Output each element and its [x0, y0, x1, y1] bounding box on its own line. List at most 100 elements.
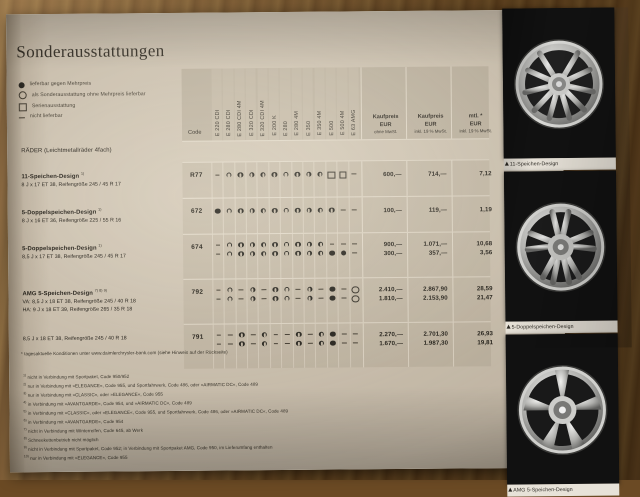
availability-cell: [281, 242, 291, 249]
price-cell: 600,—: [364, 171, 402, 178]
price-header-line-l3: inkl. 19 % MwSt.: [453, 129, 498, 136]
footnote-number: 5): [23, 409, 26, 413]
11-spoke-wheel-icon: [502, 7, 616, 158]
mark-dsh-icon: [318, 287, 323, 292]
availability-cell: [236, 208, 246, 215]
footnote-number: 6): [24, 418, 27, 422]
triangle-marker-icon: [505, 162, 509, 166]
model-column-separator: [326, 234, 327, 278]
mark-dsh-icon: [340, 207, 345, 212]
row-code: 791: [184, 334, 212, 341]
mark-c2-icon: [272, 242, 277, 247]
footnote-number: 9): [24, 445, 27, 449]
table-row: AMG 5-Speichen-Design 7) 8) 9)VA: 8,5 J …: [183, 276, 490, 324]
availability-cell: [316, 242, 326, 249]
mark-dsh-icon: [342, 331, 347, 336]
price-column-separator: [361, 161, 362, 196]
price-column-separator: [406, 161, 407, 196]
availability-cell: [328, 341, 338, 348]
legend-label: nicht lieferbar: [30, 114, 63, 120]
table-group-header-row: RÄDER (Leichtmetallräder 4fach): [182, 138, 489, 162]
mark-c2-icon: [250, 251, 255, 256]
price-header-line-l3: ohne MwSt.: [363, 129, 408, 136]
model-column-separator: [247, 324, 248, 368]
availability-cell: [259, 242, 269, 249]
mark-dsh-icon: [296, 287, 301, 292]
availability-cell: [282, 332, 292, 339]
mark-c2-icon: [239, 332, 244, 337]
row-name-text: 5-Doppelspeichen-Design: [22, 246, 97, 253]
availability-cell: [213, 288, 223, 295]
mark-c2-icon: [284, 242, 289, 247]
price-cell: 357,—: [409, 250, 447, 257]
availability-cell: [270, 296, 280, 303]
availability-cell: [293, 208, 303, 215]
model-column-separator: [235, 279, 236, 323]
availability-cell: [327, 251, 337, 258]
mark-sq-icon: [328, 172, 335, 179]
model-column-separator: [337, 234, 338, 278]
availability-cell: [259, 341, 269, 348]
availability-cell: [294, 341, 304, 348]
price-column-separator: [408, 278, 409, 322]
availability-cell: [213, 252, 223, 259]
availability-cell: [349, 171, 359, 178]
model-column-separator: [270, 324, 271, 368]
model-column-header-5: E 200 K: [271, 115, 277, 136]
price-column-separator: [452, 233, 453, 277]
mark-c2-icon: [227, 296, 232, 301]
table-row: 8,5 J x 18 ET 38, Reifengröße 245 / 40 R…: [184, 321, 491, 369]
photo-caption-2: 5-Doppelspeichen-Design: [506, 320, 618, 333]
availability-cell: [236, 242, 246, 249]
price-cell: 21,47: [455, 294, 493, 301]
mark-c2-icon: [226, 172, 231, 177]
availability-cell: [213, 243, 223, 250]
availability-cell: [236, 287, 246, 294]
availability-cell: [315, 208, 325, 215]
model-column-separator: [268, 162, 269, 197]
availability-cell: [304, 242, 314, 249]
mark-dsh-icon: [228, 341, 233, 346]
availability-cell: [236, 296, 246, 303]
availability-cell: [338, 171, 348, 180]
mark-dsh-icon: [239, 287, 244, 292]
mark-c2-icon: [261, 242, 266, 247]
price-cell: 119,—: [409, 207, 447, 214]
mark-dsh-icon: [307, 341, 312, 346]
code-column-header: Code: [188, 130, 201, 136]
photo-block-3: AMG 5-Speichen-Design: [506, 333, 620, 496]
availability-cell: [270, 287, 280, 294]
availability-cell: [316, 341, 326, 348]
availability-cell: [225, 341, 235, 348]
model-column-separator: [224, 280, 225, 324]
price-column-separator: [407, 197, 408, 232]
legend-square-icon: [19, 103, 27, 111]
model-column-separator: [258, 324, 259, 368]
availability-cell: [213, 297, 223, 304]
availability-cell: [351, 340, 361, 347]
page-title: Sonderausstattungen: [16, 41, 164, 62]
model-column-header-1: E 280 CDI: [226, 110, 232, 137]
wheel-photo-11-spoke: [502, 7, 616, 158]
mark-c3-icon: [352, 286, 359, 293]
model-column-separator: [234, 198, 235, 233]
footnote-text: in Verbindung mit »AVANTGARDE«, Code 954: [28, 419, 123, 425]
availability-cell: [224, 251, 234, 258]
mark-dsh-icon: [250, 332, 255, 337]
price-cell: 900,—: [364, 241, 402, 248]
mark-dsh-icon: [352, 241, 357, 246]
mark-c2-icon: [318, 242, 323, 247]
availability-cell: [237, 332, 247, 339]
model-column-separator: [258, 279, 259, 323]
mark-c2-icon: [272, 172, 277, 177]
model-column-separator: [281, 279, 282, 323]
mark-c2-icon: [226, 208, 231, 213]
footnote-text: nicht in Verbindung mit Sportpaket, Code…: [28, 445, 272, 452]
price-cell: 1.071,—: [409, 241, 447, 248]
model-column-separator: [315, 324, 316, 368]
availability-cell: [327, 287, 337, 294]
